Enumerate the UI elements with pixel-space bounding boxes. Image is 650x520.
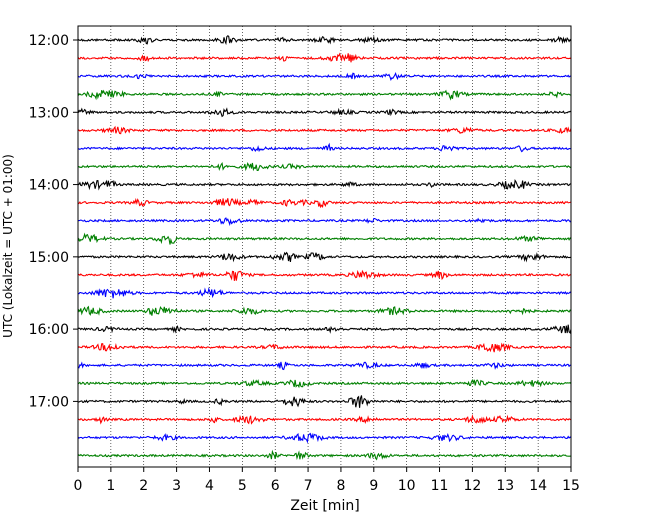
y-tick-label: 17:00 [29, 394, 69, 410]
x-tick-label: 5 [238, 478, 247, 494]
trace-1245 [77, 89, 572, 101]
trace-1630 [77, 361, 572, 371]
trace-1430 [77, 217, 572, 227]
trace-1500 [77, 251, 572, 263]
trace-1745 [77, 449, 572, 461]
y-tick-label: 15:00 [29, 250, 69, 266]
y-tick-label: 12:00 [29, 33, 69, 49]
x-tick-label: 2 [139, 478, 148, 494]
y-axis: 12:00 13:00 14:00 15:00 16:00 17:00 [29, 33, 78, 410]
x-tick-label: 4 [205, 478, 214, 494]
trace-1615 [77, 342, 572, 353]
trace-1330 [77, 142, 572, 153]
x-tick-label: 1 [106, 478, 115, 494]
trace-1345 [77, 161, 572, 172]
x-tick-label: 6 [271, 478, 280, 494]
trace-1530 [77, 286, 572, 299]
x-axis: 0 1 2 3 4 5 6 7 8 9 10 11 12 13 14 15 [74, 467, 580, 494]
x-tick-label: 7 [304, 478, 313, 494]
x-tick-label: 12 [463, 478, 481, 494]
trace-1715 [77, 413, 572, 425]
x-tick-label: 13 [496, 478, 514, 494]
trace-1645 [77, 378, 572, 389]
x-tick-label: 9 [369, 478, 378, 494]
trace-1200 [77, 35, 572, 46]
x-tick-label: 10 [398, 478, 416, 494]
trace-1230 [77, 71, 572, 81]
trace-1730 [77, 432, 572, 444]
x-axis-label: Zeit [min] [290, 498, 359, 514]
trace-1300 [77, 107, 572, 118]
trace-1315 [77, 125, 572, 135]
trace-1215 [77, 52, 572, 63]
trace-group [77, 35, 572, 461]
y-axis-label: UTC (Lokalzeit = UTC + 01:00) [1, 154, 15, 338]
trace-1545 [77, 305, 572, 316]
trace-1400 [77, 178, 572, 191]
plot-frame [77, 25, 572, 468]
y-tick-label: 14:00 [29, 178, 69, 194]
trace-1445 [77, 232, 572, 245]
trace-1515 [77, 269, 572, 281]
x-tick-label: 15 [562, 478, 580, 494]
y-tick-label: 16:00 [29, 322, 69, 338]
y-tick-label: 13:00 [29, 105, 69, 121]
x-tick-label: 14 [529, 478, 547, 494]
x-tick-label: 11 [431, 478, 449, 494]
trace-1600 [77, 324, 572, 334]
x-tick-label: 0 [74, 478, 83, 494]
x-tick-label: 3 [172, 478, 181, 494]
trace-1415 [77, 197, 572, 209]
trace-1700 [77, 395, 572, 408]
x-tick-label: 8 [336, 478, 345, 494]
